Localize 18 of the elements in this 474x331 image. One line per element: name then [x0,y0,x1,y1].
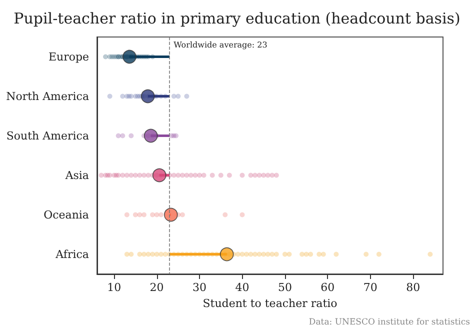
x-axis-title: Student to teacher ratio [202,296,338,310]
x-tick-label: 20 [150,281,164,294]
x-tick-label: 10 [107,281,122,294]
x-tick-label: 30 [192,281,207,294]
y-tick-label: Africa [54,248,90,261]
x-tick-label: 40 [235,281,250,294]
x-tick-label: 80 [406,281,420,294]
x-tick-label: 50 [278,281,292,294]
y-tick-label: Europe [48,50,89,64]
y-tick-label: South America [6,129,90,142]
y-tick-label: Asia [64,168,90,182]
ref-line-label: Worldwide average: 23 [174,40,268,50]
x-tick-label: 60 [320,281,335,294]
y-tick-label: Oceania [44,208,90,222]
y-tick-label: North America [6,90,90,103]
x-tick-label: 70 [363,281,378,294]
text: Data: UNESCO institute for statistics [308,318,470,328]
chart-title: Pupil-teacher ratio in primary education (headcount basis) [14,10,460,28]
